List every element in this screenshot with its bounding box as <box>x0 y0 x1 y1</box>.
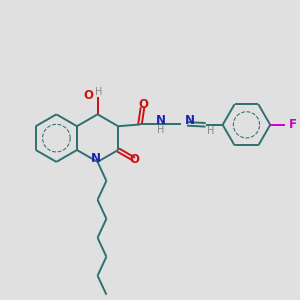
Text: O: O <box>83 89 93 102</box>
Text: H: H <box>157 125 164 135</box>
Text: H: H <box>207 126 214 136</box>
Text: O: O <box>138 98 148 111</box>
Text: H: H <box>95 87 103 97</box>
Text: N: N <box>156 113 166 127</box>
Text: O: O <box>129 153 139 166</box>
Text: F: F <box>289 118 296 131</box>
Text: N: N <box>185 114 195 128</box>
Text: N: N <box>91 152 101 165</box>
